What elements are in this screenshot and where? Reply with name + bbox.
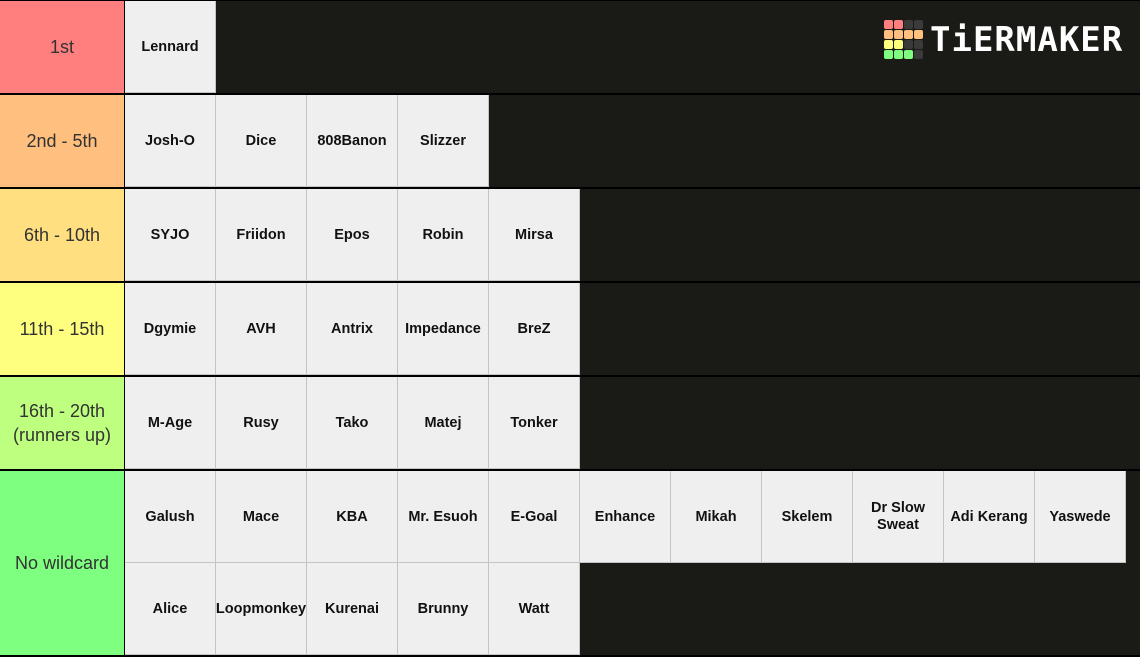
logo-grid-icon [884, 20, 923, 59]
tier-items: Galush Mace KBA Mr. Esuoh E-Goal Enhance Mikah… [125, 471, 1135, 655]
logo-square [904, 20, 913, 29]
tier-item[interactable]: Friidon [216, 189, 307, 281]
logo-square [914, 50, 923, 59]
tier-item[interactable]: Josh-O [125, 95, 216, 187]
tier-item[interactable]: Tako [307, 377, 398, 469]
logo-text: TiERMAKER [930, 19, 1124, 60]
tier-item[interactable]: Loopmonkey [216, 563, 307, 655]
tier-item[interactable]: Lennard [125, 1, 216, 93]
tiermaker-logo: TiERMAKER [884, 20, 1123, 59]
tier-item[interactable]: Slizzer [398, 95, 489, 187]
tier-label[interactable]: 2nd - 5th [0, 95, 125, 187]
tier-item[interactable]: Epos [307, 189, 398, 281]
tier-item[interactable]: Adi Kerang [944, 471, 1035, 563]
tier-label[interactable]: 1st [0, 1, 125, 93]
tier-item[interactable]: Alice [125, 563, 216, 655]
logo-square [884, 50, 893, 59]
tier-item[interactable]: Yaswede [1035, 471, 1126, 563]
tier-item[interactable]: SYJO [125, 189, 216, 281]
tier-items: SYJO Friidon Epos Robin Mirsa [125, 189, 1135, 281]
tier-item[interactable]: Impedance [398, 283, 489, 375]
logo-square [914, 30, 923, 39]
tier-item[interactable]: KBA [307, 471, 398, 563]
tier-item[interactable]: Skelem [762, 471, 853, 563]
tier-item[interactable]: Mikah [671, 471, 762, 563]
tier-row: 16th - 20th (runners up) M-Age Rusy Tako Mat… [0, 377, 1140, 471]
tier-row: 11th - 15th Dgymie AVH Antrix Impedance BreZ [0, 283, 1140, 377]
logo-square [894, 20, 903, 29]
tier-item[interactable]: Rusy [216, 377, 307, 469]
tier-item[interactable]: Galush [125, 471, 216, 563]
logo-square [914, 40, 923, 49]
logo-square [904, 30, 913, 39]
tier-row: 1st Lennard [0, 0, 1140, 95]
tier-row: 2nd - 5th Josh-O Dice 808Banon Slizzer [0, 95, 1140, 189]
tier-item[interactable]: Dice [216, 95, 307, 187]
tier-item[interactable]: BreZ [489, 283, 580, 375]
tier-item[interactable]: Antrix [307, 283, 398, 375]
logo-square [884, 40, 893, 49]
tier-item[interactable]: Watt [489, 563, 580, 655]
logo-square [914, 20, 923, 29]
tier-item[interactable]: Enhance [580, 471, 671, 563]
logo-square [894, 50, 903, 59]
tier-item[interactable]: Mirsa [489, 189, 580, 281]
tier-label[interactable]: 6th - 10th [0, 189, 125, 281]
logo-square [884, 20, 893, 29]
tier-item[interactable]: Kurenai [307, 563, 398, 655]
tier-item[interactable]: Dgymie [125, 283, 216, 375]
tier-item[interactable]: E-Goal [489, 471, 580, 563]
tier-row: 6th - 10th SYJO Friidon Epos Robin Mirsa [0, 189, 1140, 283]
tier-items: Lennard [125, 1, 1135, 93]
tier-item[interactable]: Mace [216, 471, 307, 563]
logo-square [884, 30, 893, 39]
logo-square [894, 30, 903, 39]
tier-item[interactable]: Matej [398, 377, 489, 469]
logo-square [904, 40, 913, 49]
tier-row: No wildcard Galush Mace KBA Mr. Esuoh E-Goal E… [0, 471, 1140, 657]
tier-item[interactable]: Robin [398, 189, 489, 281]
tier-items: M-Age Rusy Tako Matej Tonker [125, 377, 1135, 469]
logo-square [904, 50, 913, 59]
tier-item[interactable]: Mr. Esuoh [398, 471, 489, 563]
tier-item[interactable]: Dr Slow Sweat [853, 471, 944, 563]
tier-items: Josh-O Dice 808Banon Slizzer [125, 95, 1135, 187]
tier-label[interactable]: No wildcard [0, 471, 125, 655]
tier-item[interactable]: M-Age [125, 377, 216, 469]
tier-label[interactable]: 16th - 20th (runners up) [0, 377, 125, 469]
tier-item[interactable]: AVH [216, 283, 307, 375]
tier-item[interactable]: Brunny [398, 563, 489, 655]
logo-square [894, 40, 903, 49]
tier-item[interactable]: 808Banon [307, 95, 398, 187]
tier-items: Dgymie AVH Antrix Impedance BreZ [125, 283, 1135, 375]
tier-item[interactable]: Tonker [489, 377, 580, 469]
tier-label[interactable]: 11th - 15th [0, 283, 125, 375]
